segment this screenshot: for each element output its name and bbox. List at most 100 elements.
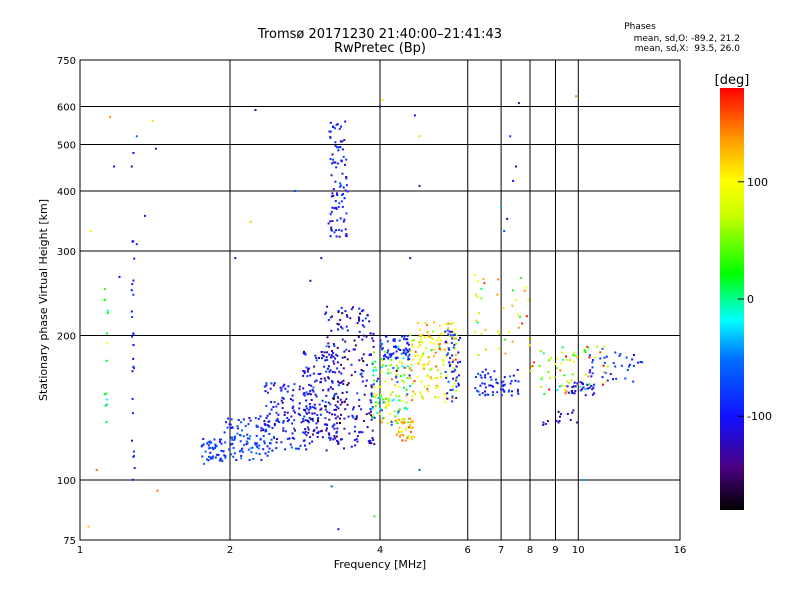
data-point	[620, 364, 623, 367]
data-point	[358, 330, 361, 333]
data-point	[345, 398, 348, 401]
data-point	[240, 454, 243, 457]
data-point	[361, 431, 364, 434]
data-point	[396, 364, 398, 367]
data-point	[306, 407, 309, 410]
data-point	[202, 443, 205, 446]
data-point	[263, 385, 266, 388]
data-point	[429, 368, 432, 371]
data-point	[337, 311, 340, 314]
data-point	[336, 361, 339, 364]
data-point	[593, 383, 596, 386]
data-point	[330, 226, 333, 229]
data-point	[356, 440, 359, 443]
data-point	[508, 389, 510, 392]
data-point	[574, 390, 577, 392]
data-point	[288, 437, 291, 440]
data-point	[214, 447, 216, 450]
data-point	[556, 389, 559, 392]
data-point	[418, 341, 421, 344]
data-point	[331, 381, 334, 384]
data-point	[439, 348, 442, 351]
data-point	[614, 365, 617, 368]
data-point	[407, 435, 410, 438]
data-point	[330, 354, 333, 357]
data-point	[336, 405, 339, 408]
data-point	[325, 394, 328, 397]
data-point	[500, 206, 503, 209]
data-point	[402, 434, 405, 437]
data-point	[387, 349, 390, 352]
data-point	[632, 364, 635, 367]
data-point	[299, 414, 302, 417]
data-point	[502, 380, 505, 383]
data-point	[284, 387, 287, 390]
data-point	[344, 120, 347, 123]
data-point	[309, 436, 312, 439]
data-point	[372, 370, 375, 373]
data-point	[337, 149, 340, 152]
data-point	[105, 392, 108, 395]
data-point	[459, 336, 462, 339]
data-point	[358, 431, 361, 434]
data-point	[362, 353, 365, 356]
data-point	[404, 353, 407, 356]
data-point	[484, 393, 487, 396]
data-point	[395, 433, 398, 436]
data-point	[340, 306, 343, 309]
data-point	[267, 450, 270, 453]
data-point	[428, 334, 431, 337]
data-point	[332, 397, 335, 400]
data-point	[325, 370, 328, 373]
data-point	[333, 345, 336, 347]
data-point	[455, 334, 458, 337]
data-point	[308, 411, 311, 414]
data-point	[334, 357, 337, 360]
data-point	[603, 356, 606, 359]
x-tick-label: 1	[77, 545, 83, 556]
data-point	[387, 422, 390, 425]
data-point	[338, 185, 341, 188]
data-point	[214, 456, 217, 459]
data-point	[363, 393, 366, 396]
data-point	[315, 359, 318, 362]
data-point	[362, 309, 365, 312]
data-point	[429, 336, 432, 339]
data-point	[132, 332, 135, 335]
data-point	[371, 415, 374, 418]
data-point	[288, 418, 290, 421]
data-point	[398, 399, 401, 402]
data-point	[599, 351, 602, 354]
data-point	[397, 410, 400, 413]
data-point	[379, 345, 382, 348]
data-point	[592, 386, 595, 389]
data-point	[386, 340, 389, 343]
data-point	[502, 307, 505, 310]
data-point	[425, 324, 428, 327]
data-point	[264, 452, 267, 455]
data-point	[396, 412, 399, 415]
y-tick-label: 200	[57, 332, 76, 343]
data-point	[445, 396, 448, 399]
data-point	[350, 308, 353, 311]
data-point	[402, 357, 405, 360]
data-point	[334, 180, 337, 183]
data-point	[403, 337, 405, 340]
data-point	[336, 346, 339, 349]
colorbar-ticks: 100 0 -100	[738, 176, 772, 423]
data-point	[572, 360, 575, 363]
data-point	[508, 331, 510, 334]
data-point	[419, 344, 422, 347]
data-point	[303, 392, 306, 395]
data-point	[307, 431, 310, 434]
data-point	[326, 410, 329, 413]
data-point	[304, 419, 307, 422]
data-point	[400, 352, 403, 355]
data-point	[449, 331, 452, 334]
data-point	[399, 433, 402, 436]
data-point	[289, 443, 292, 446]
data-point	[358, 307, 361, 310]
data-point	[476, 389, 479, 392]
data-point	[365, 335, 368, 338]
data-point	[264, 430, 267, 433]
